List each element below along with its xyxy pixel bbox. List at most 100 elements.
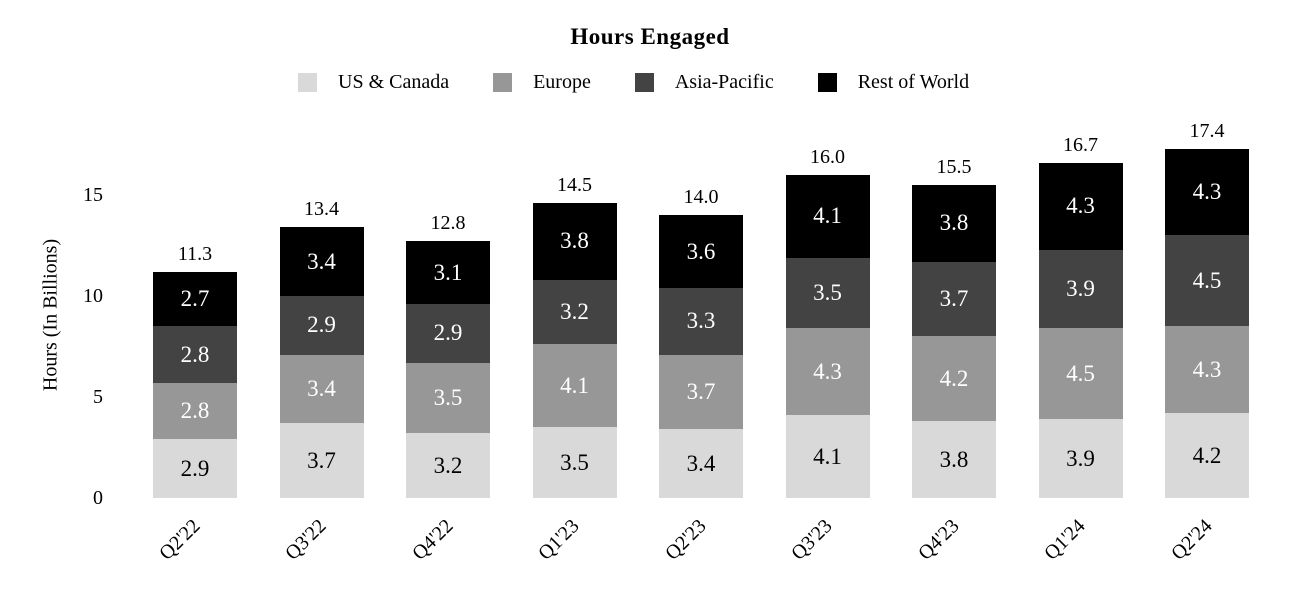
segment-asia-pacific-q2-24: 4.5 bbox=[1165, 235, 1249, 327]
x-tick-label-q3-23: Q3'23 bbox=[787, 515, 838, 565]
y-tick-label-15: 15 bbox=[83, 184, 103, 206]
segment-value-label: 2.9 bbox=[433, 320, 463, 346]
segment-value-label: 3.2 bbox=[433, 452, 463, 478]
bar-total-label-q2-24: 17.4 bbox=[1189, 119, 1225, 142]
segment-europe-q3-23: 4.3 bbox=[785, 328, 870, 416]
segment-value-label: 3.8 bbox=[560, 228, 589, 254]
x-tick-label-q2-23: Q2'23 bbox=[661, 515, 711, 565]
segment-asia-pacific-q4-23: 3.7 bbox=[912, 261, 996, 337]
bar-total-label-q3-22: 13.4 bbox=[304, 198, 339, 221]
segment-us-canada-q2-24: 4.2 bbox=[1165, 413, 1249, 498]
segment-value-label: 3.4 bbox=[307, 375, 336, 401]
segment-us-canada-q4-22: 3.2 bbox=[406, 433, 490, 498]
segment-value-label: 4.3 bbox=[1192, 178, 1222, 204]
segment-value-label: 4.3 bbox=[813, 358, 842, 384]
y-tick-label-0: 0 bbox=[93, 487, 103, 509]
segment-rest-of-world-q2-24: 4.3 bbox=[1165, 148, 1249, 236]
segment-rest-of-world-q1-24: 4.3 bbox=[1038, 162, 1123, 250]
segment-rest-of-world-q3-22: 3.4 bbox=[279, 227, 364, 296]
legend-item-rest-of-world: Rest of World bbox=[817, 71, 970, 94]
segment-value-label: 2.8 bbox=[180, 398, 210, 424]
segment-us-canada-q2-23: 3.4 bbox=[659, 429, 743, 498]
segment-value-label: 3.4 bbox=[307, 248, 336, 274]
bar-total-label-q1-24: 16.7 bbox=[1063, 133, 1098, 156]
chart-title: Hours Engaged bbox=[570, 24, 730, 49]
segment-asia-pacific-q2-23: 3.3 bbox=[659, 287, 743, 355]
x-tick-label-q4-22: Q4'22 bbox=[408, 515, 458, 565]
bar-total-label-q4-23: 15.5 bbox=[936, 155, 972, 178]
segment-asia-pacific-q1-24: 3.9 bbox=[1038, 249, 1123, 329]
segment-asia-pacific-q3-22: 2.9 bbox=[279, 296, 364, 355]
segment-asia-pacific-q4-22: 2.9 bbox=[406, 304, 490, 363]
segment-value-label: 3.3 bbox=[686, 308, 716, 334]
segment-value-label: 4.5 bbox=[1192, 267, 1222, 293]
segment-value-label: 3.7 bbox=[307, 447, 336, 473]
segment-value-label: 3.5 bbox=[433, 385, 463, 410]
x-tick-label-q3-22: Q3'22 bbox=[281, 515, 332, 565]
segment-europe-q3-22: 3.4 bbox=[279, 354, 364, 424]
segment-us-canada-q1-23: 3.5 bbox=[532, 427, 617, 498]
segment-value-label: 4.1 bbox=[560, 372, 589, 398]
segment-europe-q2-23: 3.7 bbox=[659, 354, 743, 430]
segment-value-label: 3.9 bbox=[1066, 445, 1095, 471]
segment-rest-of-world-q2-22: 2.7 bbox=[153, 271, 237, 327]
legend-label: Asia-Pacific bbox=[674, 71, 774, 93]
legend-item-us-canada: US & Canada bbox=[298, 71, 449, 94]
bar-total-label-q1-23: 14.5 bbox=[557, 174, 592, 197]
segment-value-label: 3.1 bbox=[433, 259, 463, 285]
segment-rest-of-world-q2-23: 3.6 bbox=[659, 215, 743, 288]
segment-value-label: 3.8 bbox=[939, 446, 969, 472]
segment-value-label: 4.5 bbox=[1066, 360, 1095, 386]
segment-rest-of-world-q4-23: 3.8 bbox=[912, 184, 996, 262]
segment-us-canada-q4-23: 3.8 bbox=[912, 421, 996, 498]
bar-total-label-q2-23: 14.0 bbox=[683, 186, 719, 209]
y-tick-label-5: 5 bbox=[93, 386, 103, 408]
segment-europe-q1-24: 4.5 bbox=[1038, 328, 1123, 420]
segment-rest-of-world-q3-23: 4.1 bbox=[785, 174, 870, 258]
segment-value-label: 4.1 bbox=[813, 203, 842, 229]
segment-value-label: 3.4 bbox=[686, 450, 716, 476]
segment-europe-q2-22: 2.8 bbox=[153, 382, 237, 440]
segment-value-label: 3.5 bbox=[813, 279, 842, 305]
segment-europe-q1-23: 4.1 bbox=[532, 344, 617, 428]
segment-europe-q2-24: 4.3 bbox=[1165, 326, 1249, 414]
y-axis-title: Hours (In Billions) bbox=[39, 238, 62, 392]
x-tick-label-q1-24: Q1'24 bbox=[1040, 515, 1091, 565]
segment-value-label: 2.9 bbox=[180, 455, 210, 481]
legend-label: Rest of World bbox=[857, 71, 970, 93]
legend-swatch-us-canada bbox=[298, 73, 317, 92]
segment-us-canada-q3-22: 3.7 bbox=[279, 423, 364, 498]
segment-asia-pacific-q2-22: 2.8 bbox=[153, 326, 237, 383]
x-tick-label-q4-23: Q4'23 bbox=[914, 515, 964, 565]
segment-value-label: 2.7 bbox=[180, 286, 210, 312]
segment-europe-q4-23: 4.2 bbox=[912, 336, 996, 422]
segment-value-label: 3.8 bbox=[939, 210, 969, 236]
legend: US & Canada Europe Asia-Pacific Rest of Wor… bbox=[298, 71, 969, 94]
segment-value-label: 3.9 bbox=[1066, 275, 1095, 301]
segment-value-label: 2.9 bbox=[307, 312, 336, 338]
segment-europe-q4-22: 3.5 bbox=[406, 362, 490, 434]
segment-value-label: 3.6 bbox=[686, 238, 716, 264]
x-tick-label-q2-24: Q2'24 bbox=[1167, 515, 1217, 565]
segment-value-label: 4.1 bbox=[813, 443, 842, 469]
segment-value-label: 4.3 bbox=[1192, 356, 1222, 382]
segment-us-canada-q3-23: 4.1 bbox=[785, 415, 870, 498]
bar-total-label-q3-23: 16.0 bbox=[810, 145, 845, 168]
legend-item-europe: Europe bbox=[493, 71, 591, 94]
segment-value-label: 4.2 bbox=[1192, 442, 1222, 468]
segment-rest-of-world-q4-22: 3.1 bbox=[406, 241, 490, 305]
segment-asia-pacific-q3-23: 3.5 bbox=[785, 257, 870, 329]
segment-value-label: 3.5 bbox=[560, 449, 589, 475]
y-tick-label-10: 10 bbox=[83, 285, 103, 307]
segment-value-label: 3.2 bbox=[560, 299, 589, 325]
segment-us-canada-q2-22: 2.9 bbox=[153, 439, 237, 498]
legend-swatch-asia-pacific bbox=[634, 73, 654, 92]
legend-label: US & Canada bbox=[338, 71, 450, 93]
bar-total-label-q2-22: 11.3 bbox=[177, 242, 213, 265]
segment-value-label: 3.7 bbox=[686, 378, 716, 404]
legend-swatch-rest-of-world bbox=[817, 73, 837, 92]
segment-asia-pacific-q1-23: 3.2 bbox=[532, 279, 617, 345]
segment-value-label: 3.7 bbox=[939, 286, 969, 312]
x-tick-label-q1-23: Q1'23 bbox=[534, 515, 585, 565]
legend-label: Europe bbox=[533, 71, 591, 93]
